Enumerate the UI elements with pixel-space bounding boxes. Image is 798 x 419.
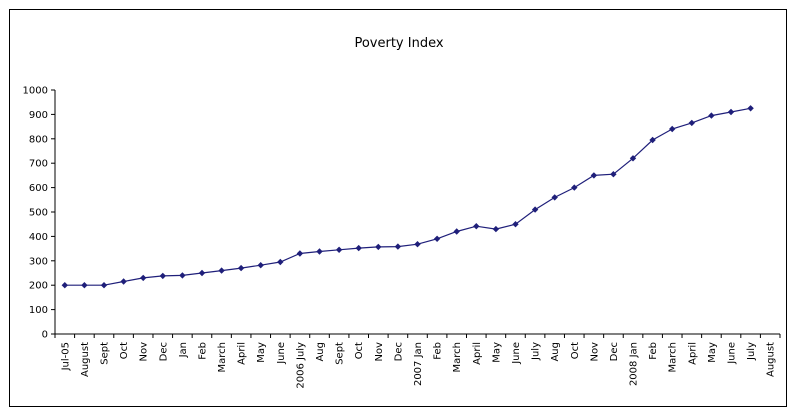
data-point xyxy=(590,172,598,179)
data-point xyxy=(159,272,166,280)
x-tick-label: Sept xyxy=(99,342,110,365)
data-point xyxy=(198,269,206,277)
x-tick-label: Feb xyxy=(648,342,659,360)
data-point xyxy=(218,267,225,274)
x-tick-label: June xyxy=(511,342,522,365)
y-tick-label: 700 xyxy=(29,159,48,170)
x-tick-label: July xyxy=(746,342,757,361)
data-point xyxy=(688,119,695,127)
data-point xyxy=(531,206,539,213)
y-tick-label: 900 xyxy=(29,110,48,121)
x-tick-label: Jan xyxy=(178,342,189,358)
data-point xyxy=(551,194,558,201)
data-point xyxy=(81,282,88,289)
x-tick-label: April xyxy=(237,342,248,365)
data-point xyxy=(394,243,402,250)
series-line xyxy=(64,107,751,286)
data-point xyxy=(649,136,656,144)
x-tick-label: Aug xyxy=(550,342,561,362)
x-tick-label: Oct xyxy=(570,342,581,359)
y-tick-label: 600 xyxy=(29,183,48,194)
x-tick-label: Oct xyxy=(119,342,130,359)
x-tick-label: 2006 July xyxy=(295,342,306,389)
y-tick-label: 400 xyxy=(29,232,48,243)
x-tick-label: July xyxy=(531,342,542,361)
x-tick-label: 2008 Jan xyxy=(629,342,640,386)
data-point xyxy=(375,243,382,251)
data-point xyxy=(747,105,754,112)
data-point xyxy=(140,274,147,282)
x-tick-label: Jul-05 xyxy=(60,342,71,371)
x-tick-label: Dec xyxy=(609,342,620,361)
chart-frame xyxy=(9,9,787,407)
x-tick-label: May xyxy=(491,342,502,363)
data-point xyxy=(277,258,284,266)
x-tick-label: May xyxy=(707,342,718,363)
x-tick-label: Feb xyxy=(197,342,208,360)
data-point xyxy=(433,235,441,242)
data-point xyxy=(629,155,637,162)
data-point xyxy=(453,228,460,235)
data-point xyxy=(61,282,68,289)
data-point xyxy=(414,241,421,248)
x-tick-label: August xyxy=(766,342,777,377)
x-tick-label: Feb xyxy=(433,342,444,360)
data-point xyxy=(473,223,480,230)
y-tick-label: 500 xyxy=(29,208,48,219)
x-tick-label: August xyxy=(80,342,91,377)
x-tick-label: Oct xyxy=(354,342,365,359)
x-tick-label: May xyxy=(256,342,267,363)
x-tick-label: June xyxy=(727,342,738,365)
x-tick-label: Dec xyxy=(393,342,404,361)
data-point xyxy=(179,272,186,279)
x-tick-label: Sept xyxy=(335,342,346,365)
y-tick-label: 200 xyxy=(29,281,48,292)
data-point xyxy=(316,248,323,255)
x-tick-label: March xyxy=(452,342,463,372)
y-axis-ticks: 0 100 200 300 400 500 600 700 800 900 1000 xyxy=(23,86,55,341)
y-tick-label: 100 xyxy=(29,305,48,316)
axes xyxy=(54,90,780,335)
x-tick-label: Nov xyxy=(589,342,600,362)
data-point xyxy=(512,221,519,228)
data-point xyxy=(335,246,343,253)
data-point xyxy=(237,264,245,272)
data-point xyxy=(296,250,304,257)
y-tick-label: 0 xyxy=(42,330,48,341)
x-tick-label: 2007 Jan xyxy=(413,342,424,386)
x-tick-label: April xyxy=(472,342,483,365)
y-tick-label: 800 xyxy=(29,134,48,145)
x-tick-label: June xyxy=(276,342,287,365)
y-tick-label: 300 xyxy=(29,256,48,267)
data-point xyxy=(100,282,108,289)
data-point xyxy=(492,225,500,233)
series-layer xyxy=(61,105,754,289)
x-tick-label: March xyxy=(668,342,679,372)
x-tick-label: Dec xyxy=(158,342,169,361)
x-axis-ticks: Jul-05 August Sept Oct Nov Dec Jan Feb March Apri… xyxy=(54,334,781,389)
data-point xyxy=(669,125,676,133)
x-tick-label: Nov xyxy=(374,342,385,362)
chart-title: Poverty Index xyxy=(354,36,444,51)
x-tick-label: Aug xyxy=(315,342,326,362)
x-tick-label: March xyxy=(217,342,228,372)
data-point xyxy=(708,112,715,119)
data-point xyxy=(257,262,264,269)
data-point xyxy=(727,108,735,116)
data-point xyxy=(571,184,578,191)
data-point xyxy=(610,171,617,178)
x-tick-label: April xyxy=(687,342,698,365)
data-point xyxy=(120,278,127,285)
y-tick-label: 1000 xyxy=(23,86,48,97)
data-point xyxy=(355,244,362,252)
x-tick-label: Nov xyxy=(139,342,150,362)
